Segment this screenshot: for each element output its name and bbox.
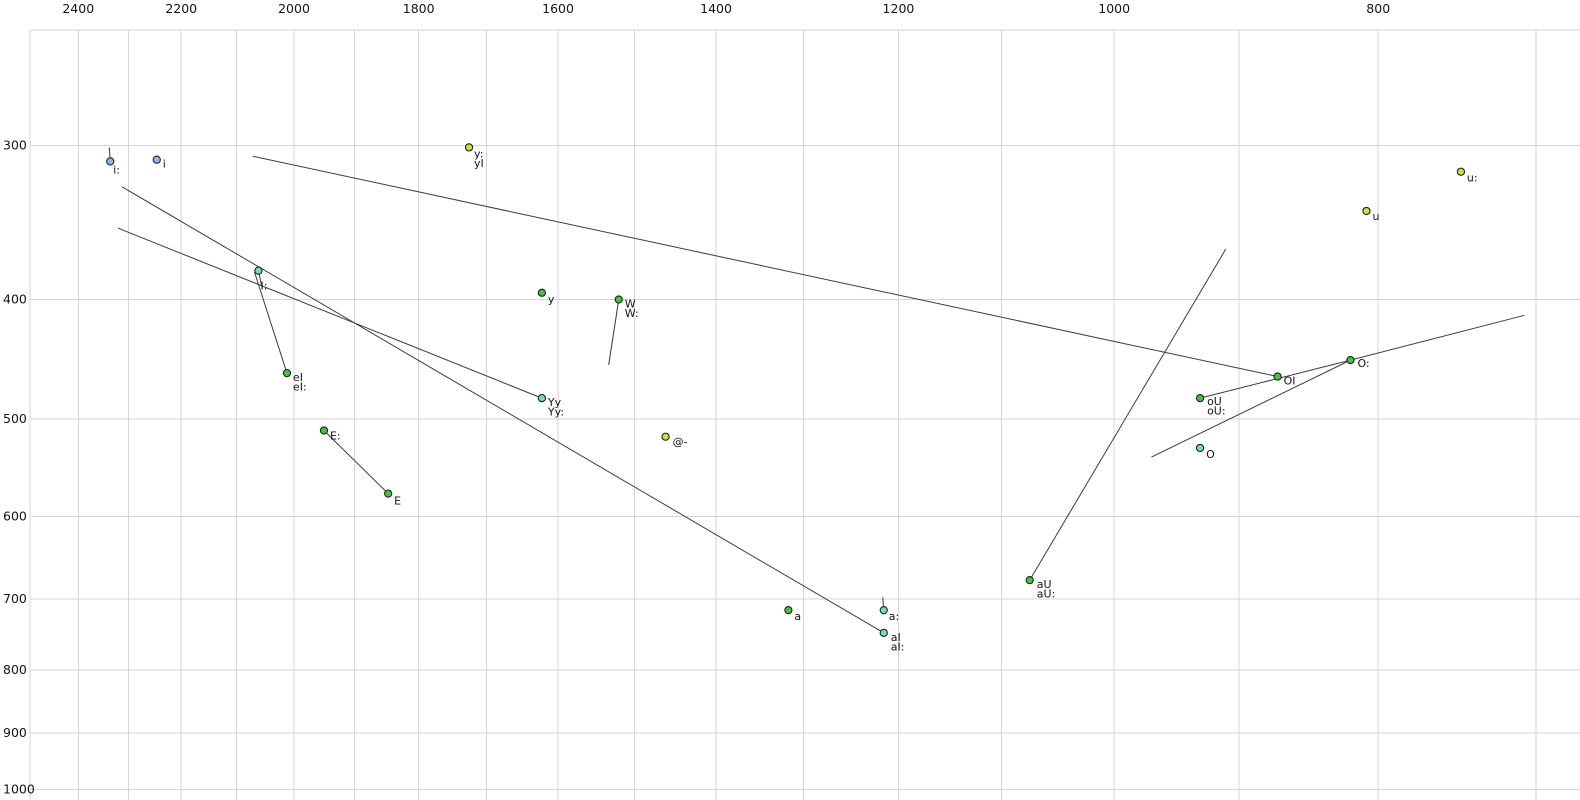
vowel-label: oU: [1207, 405, 1226, 418]
trajectory-W [608, 299, 620, 365]
vowel-point-O[interactable] [1346, 355, 1355, 365]
y-axis-tick-label: 400 [3, 291, 27, 306]
x-axis-tick-label: 1200 [883, 1, 915, 16]
vowel-label: @- [673, 436, 688, 449]
vowel-point-aU[interactable] [1025, 576, 1034, 585]
x-axis-tick-label: 2400 [62, 1, 94, 16]
vowel-label: W: [625, 307, 639, 320]
y-axis-tick-label: 600 [3, 508, 27, 523]
vowel-point-y[interactable] [537, 288, 547, 297]
x-axis-tick-label: 1600 [542, 1, 574, 16]
vowel-label: a: [889, 610, 899, 623]
y-axis-tick-label: 700 [3, 591, 27, 606]
y-axis-tick-label: 500 [3, 411, 27, 426]
vowel-label: aU: [1037, 588, 1056, 601]
vowel-label: u: [1467, 172, 1478, 185]
vowel-point-i[interactable] [152, 155, 161, 164]
vowel-point-OI[interactable] [1273, 372, 1282, 381]
vowel-label: W [625, 297, 636, 310]
vowel-point-E[interactable] [384, 489, 393, 498]
vowel-label: aI [891, 631, 901, 644]
vowel-point-eI[interactable] [282, 368, 292, 378]
vowel-label: E [394, 495, 401, 508]
x-axis-tick-label: 1400 [700, 1, 732, 16]
vowel-label: u [1372, 210, 1379, 223]
vowel-point-@-[interactable] [661, 432, 670, 441]
vowel-label: Yy: [547, 406, 564, 419]
vowel-point-E[interactable] [319, 426, 329, 435]
vowel-label: I: [260, 280, 267, 293]
vowel-label: O [1206, 448, 1215, 461]
x-axis-tick-label: 1800 [403, 1, 435, 16]
vowel-label: y [548, 293, 555, 306]
vowel-point-i[interactable] [106, 157, 115, 166]
y-axis-tick-label: 800 [3, 662, 27, 677]
vowel-label: eI: [293, 381, 307, 394]
vowel-label: E: [330, 429, 341, 442]
vowel-label: y: [474, 147, 483, 160]
vowel-label: oU [1207, 395, 1222, 408]
trajectory-aU [1029, 248, 1227, 581]
vowel-label: aI: [891, 640, 905, 653]
trajectory-E [323, 430, 389, 494]
vowel-label: i: [113, 163, 120, 176]
trajectory-O-right [1350, 314, 1525, 361]
trajectory-eI [253, 271, 288, 374]
trajectory-Yy [117, 227, 543, 399]
vowel-point-u[interactable] [1456, 167, 1466, 176]
vowel-label: eI [293, 371, 303, 384]
vowel-point-u[interactable] [1362, 206, 1371, 216]
trajectory-O-left [1151, 359, 1351, 458]
x-axis-tick-label: 1000 [1098, 1, 1130, 16]
trajectory-OI [252, 155, 1278, 378]
vowel-point-W[interactable] [614, 295, 623, 304]
vowel-label: Yy [547, 396, 562, 409]
vowel-point-a[interactable] [879, 606, 888, 615]
vowel-point-y[interactable] [464, 143, 474, 152]
vowel-point-I[interactable] [254, 266, 263, 275]
vowel-point-aI[interactable] [879, 628, 888, 638]
vowel-point-oU[interactable] [1195, 393, 1205, 403]
vowel-label: O: [1357, 357, 1369, 370]
vowel-point-a[interactable] [784, 606, 793, 615]
vowel-label: i [163, 158, 166, 171]
vowel-label: OI [1284, 375, 1296, 388]
y-axis-tick-label: 900 [3, 725, 27, 740]
x-axis-tick-label: 2000 [278, 1, 310, 16]
vowel-label: a [794, 610, 801, 623]
x-axis-tick-label: 2200 [165, 1, 197, 16]
vowel-point-O[interactable] [1195, 443, 1205, 453]
y-axis-tick-label: 1000 [3, 782, 35, 797]
y-axis-tick-label: 300 [3, 138, 27, 153]
vowel-label: aU [1037, 578, 1052, 591]
trajectory-aI [121, 186, 885, 634]
x-axis-tick-label: 800 [1366, 1, 1390, 16]
vowel-point-Yy[interactable] [537, 393, 547, 403]
vowel-label: yI [474, 157, 484, 170]
